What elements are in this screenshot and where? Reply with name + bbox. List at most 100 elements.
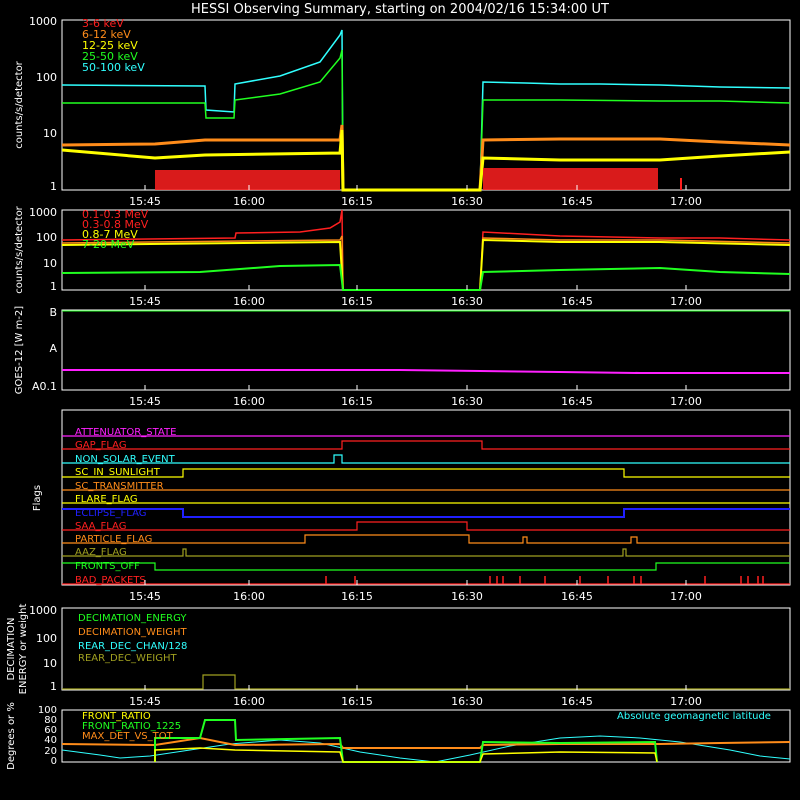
flag-sunlight-line [62, 468, 790, 478]
flag-gap-line [62, 440, 790, 450]
x-tick-label: 16:30 [451, 395, 483, 408]
trace-front-ratio [154, 747, 658, 763]
x-tick-label: 16:15 [341, 695, 373, 708]
x-tick-label: 16:30 [451, 195, 483, 208]
panel-2-ytick-1000: 1000 [29, 206, 57, 219]
x-tick-label: 16:45 [561, 695, 593, 708]
x-tick-label: 16:45 [561, 195, 593, 208]
x-tick-label: 16:15 [341, 395, 373, 408]
flag-aaz-line [62, 548, 790, 557]
panel-6-ylabel: Degrees or % [6, 702, 17, 770]
panel-1-ytick-100: 100 [36, 71, 57, 84]
panel-6-ytick-60: 60 [44, 725, 57, 736]
panel-goes: GOES-12 [W m-2] A0.1 A B 15:45 16:00 16:15… [14, 306, 791, 408]
panel-6-legend: FRONT_RATIO FRONT_RATIO_1225 MAX_DET_VS_… [82, 711, 771, 742]
x-tick-label: 16:00 [233, 295, 265, 308]
x-tick-label: 15:45 [129, 395, 161, 408]
panel-2-ytick-1: 1 [50, 280, 57, 293]
panel-flags: Flags ATT [32, 409, 791, 603]
panel-3-ylabel: GOES-12 [W m-2] [14, 306, 25, 394]
flag-fronts-off-line [62, 562, 790, 571]
panel-2-xticks: 15:45 16:00 16:15 16:30 16:45 17:00 [129, 285, 702, 308]
panel-2-legend: 0.1-0.3 MeV 0.3-0.8 MeV 0.8-7 MeV 7-20 M… [82, 208, 149, 251]
trace-0-8-7-mev [61, 238, 791, 291]
x-tick-label: 17:00 [670, 590, 702, 603]
panel-2-frame [61, 209, 791, 291]
flag-particle: PARTICLE_FLAG [75, 534, 152, 545]
panel-5-ylabel-line-1: DECIMATION [6, 617, 17, 680]
panel-3-frame [61, 309, 791, 391]
flag-bad-packets: BAD_PACKETS [75, 575, 146, 586]
panel-4-xticks: 15:45 16:00 16:15 16:30 16:45 17:00 [129, 580, 702, 603]
x-tick-label: 16:15 [341, 195, 373, 208]
panel-high-energy: counts/s/detector 1 10 100 1000 0.1-0.3 … [14, 205, 791, 308]
legend-decimation-energy: DECIMATION_ENERGY [78, 613, 187, 624]
legend-7-20-mev: 7-20 MeV [82, 238, 135, 251]
panel-6-ytick-20: 20 [44, 746, 57, 757]
legend-25-50-kev: 25-50 keV [82, 50, 138, 63]
x-tick-label: 16:30 [451, 590, 483, 603]
trace-3-6-kev-a [155, 170, 340, 190]
panel-1-ytick-10: 10 [43, 127, 57, 140]
figure-title: HESSI Observing Summary, starting on 200… [191, 2, 609, 17]
flag-lines [62, 435, 790, 585]
flag-labels: ATTENUATOR_STATE GAP_FLAG NON_SOLAR_EVEN… [75, 427, 176, 586]
legend-0-1-0-3-mev: 0.1-0.3 MeV [82, 208, 149, 221]
legend-rear-dec-weight: REAR_DEC_WEIGHT [78, 653, 177, 664]
legend-50-100-kev: 50-100 keV [82, 61, 145, 74]
panel-5-ytick-10: 10 [43, 657, 57, 670]
legend-6-12-kev: 6-12 keV [82, 28, 131, 41]
x-tick-label: 16:15 [341, 590, 373, 603]
panel-5-frame [61, 607, 791, 691]
panel-1-traces [61, 29, 791, 192]
legend-decimation-weight: DECIMATION_WEIGHT [78, 627, 187, 638]
flag-sc-in-sunlight: SC_IN_SUNLIGHT [75, 467, 161, 478]
x-tick-label: 16:00 [233, 395, 265, 408]
legend-3-6-kev: 3-6 keV [82, 17, 124, 30]
panel-6-ytick-40: 40 [44, 735, 57, 746]
panel-3-ytick-a0-1: A0.1 [32, 380, 57, 393]
trace-front-ratio-1225 [154, 719, 658, 763]
x-tick-label: 16:15 [341, 295, 373, 308]
panel-2-traces [61, 209, 791, 291]
flag-aaz: AAZ_FLAG [75, 547, 127, 558]
x-tick-label: 16:00 [233, 590, 265, 603]
flag-sc-transmitter: SC_TRANSMITTER [75, 481, 164, 492]
flag-flare: FLARE_FLAG [75, 494, 138, 505]
trace-goes [62, 369, 790, 374]
flag-eclipse-line [62, 508, 790, 518]
x-tick-label: 17:00 [670, 695, 702, 708]
panel-2-ytick-100: 100 [36, 231, 57, 244]
flag-non-solar-event: NON_SOLAR_EVENT [75, 454, 176, 465]
panel-2-ylabel: counts/s/detector [14, 205, 25, 293]
flag-saa-line [62, 521, 790, 531]
flag-fronts-off: FRONTS_OFF [75, 561, 140, 572]
panel-5-ytick-1: 1 [50, 680, 57, 693]
x-tick-label: 16:00 [233, 195, 265, 208]
x-tick-label: 15:45 [129, 695, 161, 708]
trace-geomagnetic-latitude [61, 735, 791, 763]
trace-rear-dec-weight [62, 674, 790, 690]
panel-ratios: Degrees or % 0 20 40 60 80 100 FRONT_RAT… [6, 702, 791, 770]
panel-1-ytick-1: 1 [50, 180, 57, 193]
x-tick-label: 16:00 [233, 695, 265, 708]
trace-12-25-kev [61, 129, 791, 192]
x-tick-label: 15:45 [129, 295, 161, 308]
panel-2-ytick-10: 10 [43, 257, 57, 270]
panel-5-xticks: 15:45 16:00 16:15 16:30 16:45 17:00 [129, 685, 702, 708]
x-tick-label: 16:45 [561, 395, 593, 408]
panel-6-ytick-0: 0 [51, 756, 57, 767]
trace-0-1-0-3-mev [61, 209, 791, 291]
flag-gap: GAP_FLAG [75, 440, 127, 451]
x-tick-label: 17:00 [670, 295, 702, 308]
trace-3-6-kev-b [483, 168, 658, 190]
panel-4-ylabel: Flags [32, 485, 43, 511]
legend-front-ratio: FRONT_RATIO [82, 711, 151, 722]
x-tick-label: 15:45 [129, 590, 161, 603]
panel-3-xticks: 15:45 16:00 16:15 16:30 16:45 17:00 [129, 385, 702, 408]
panel-4-frame [61, 409, 791, 586]
panel-low-energy: counts/s/detector 1 10 100 1000 3-6 keV … [14, 15, 791, 208]
panel-3-ytick-b: B [49, 306, 57, 319]
panel-5-ylabel-line-2: ENERGY or weight [18, 604, 29, 695]
trace-50-100-kev [61, 29, 791, 191]
